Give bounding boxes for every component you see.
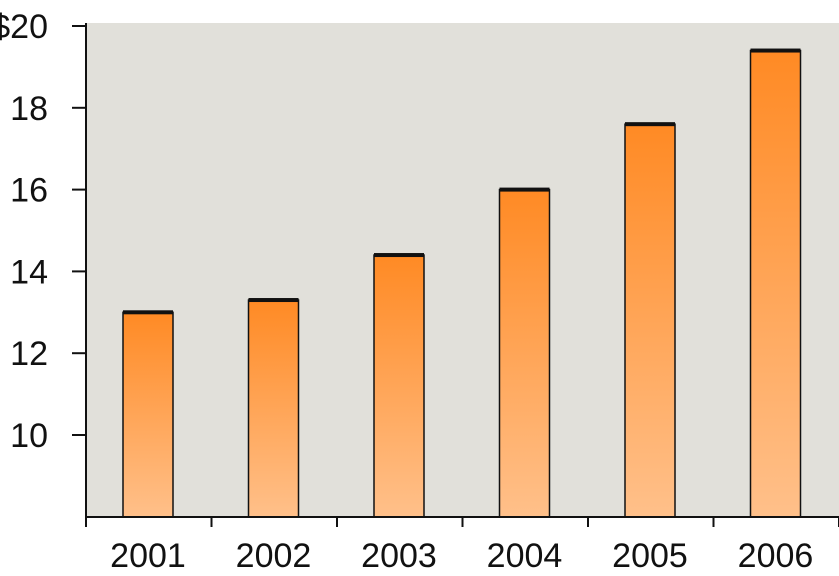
bar-cap-2001	[123, 310, 173, 315]
bar-cap-2003	[374, 253, 424, 258]
x-tick-label: 2002	[236, 537, 312, 575]
bar-2006	[749, 49, 802, 518]
x-tick-label: 2004	[487, 537, 563, 575]
bar-cap-2004	[499, 187, 550, 192]
x-tick-label: 2003	[361, 537, 437, 575]
bar-cap-2005	[625, 122, 675, 127]
bar-2002	[247, 299, 300, 518]
y-tick-label: 12	[10, 335, 48, 373]
plot-background	[86, 23, 839, 517]
y-tick-label: 18	[10, 90, 48, 128]
bar-cap-2002	[248, 298, 299, 303]
x-tick-label: 2005	[612, 537, 688, 575]
bar-2004	[498, 188, 551, 518]
y-tick-label: 14	[10, 253, 48, 291]
y-tick-label: $20	[0, 8, 48, 46]
bar-2005	[624, 123, 676, 518]
y-tick-label: 16	[10, 172, 48, 210]
x-tick-label: 2006	[738, 537, 814, 575]
axes	[72, 23, 839, 527]
ticks: 2001 2002 2003 2004 2005 2006 10 12 14 16 18 $20	[0, 8, 813, 575]
y-tick-label: 10	[10, 417, 48, 455]
bar-2001	[122, 311, 174, 518]
x-tick-label: 2001	[110, 537, 186, 575]
bar-2003	[373, 254, 425, 518]
bar-cap-2006	[750, 48, 801, 53]
